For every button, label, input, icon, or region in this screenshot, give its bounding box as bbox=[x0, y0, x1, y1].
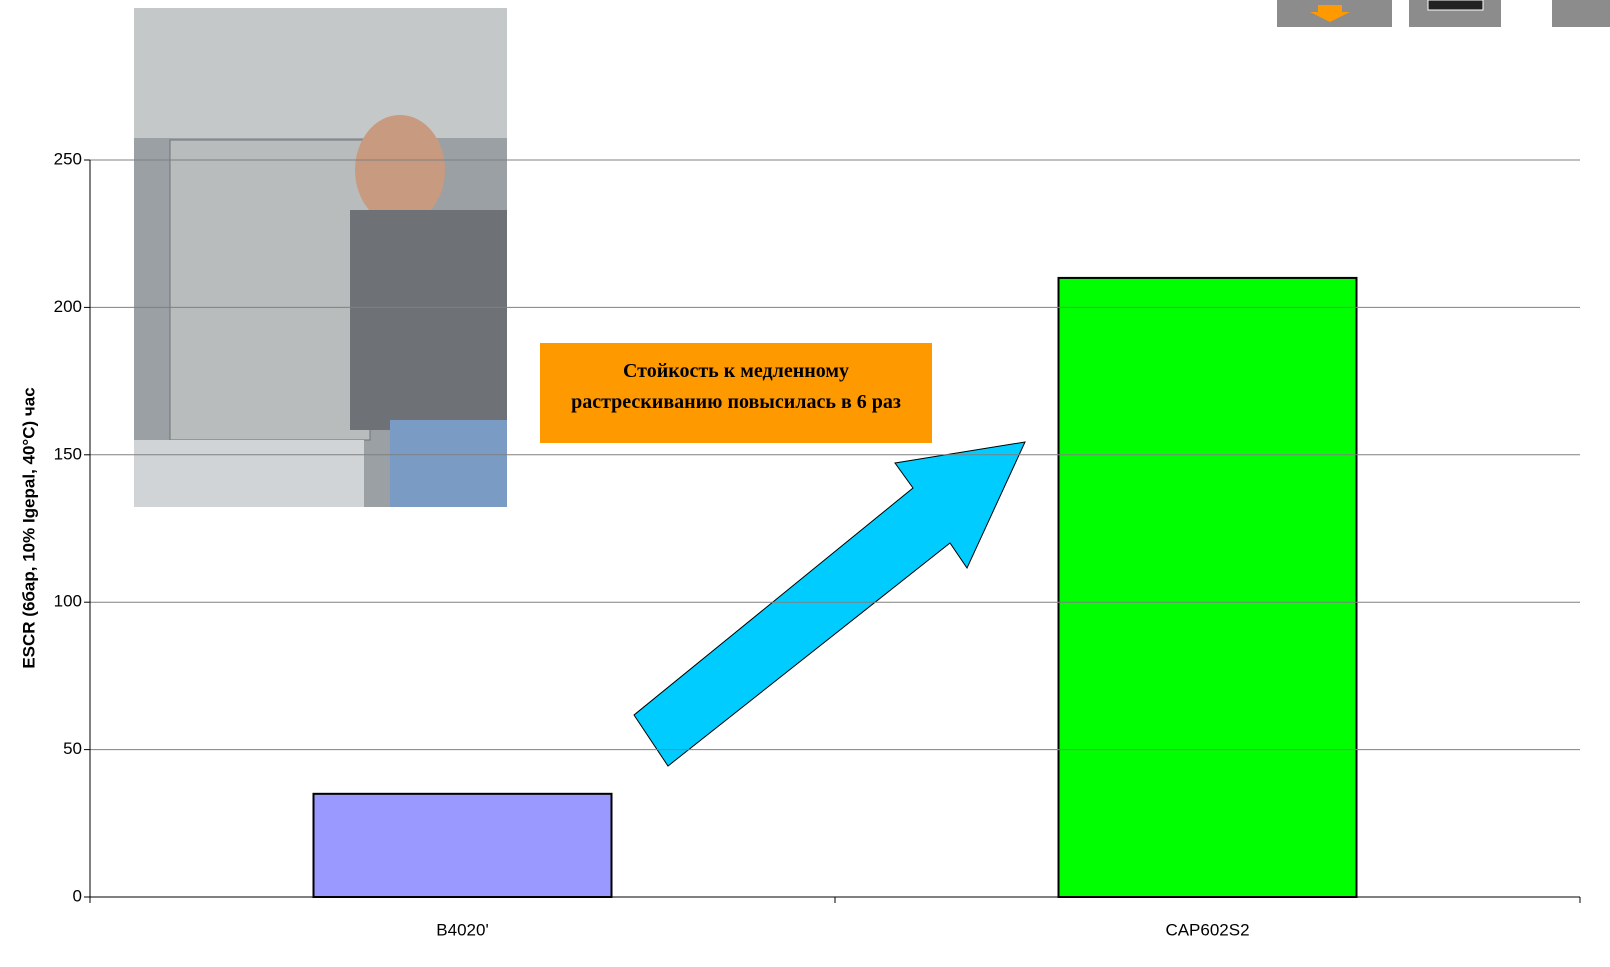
photo bbox=[134, 8, 507, 507]
photo-person-legs bbox=[390, 420, 507, 507]
photo-ceiling bbox=[134, 8, 507, 138]
y-tick-label: 150 bbox=[54, 444, 82, 463]
bar bbox=[1057, 276, 1358, 899]
toolbar-button[interactable] bbox=[1552, 0, 1610, 27]
y-tick-label: 250 bbox=[54, 149, 82, 168]
photo-person-head bbox=[355, 115, 445, 225]
toolbar bbox=[1277, 0, 1610, 27]
photo-person-body bbox=[350, 210, 507, 430]
toolbar-icon bbox=[1427, 0, 1484, 11]
y-tick-label: 100 bbox=[54, 592, 82, 611]
photo-base bbox=[134, 440, 364, 507]
x-tick-label: CAP602S2 bbox=[1165, 920, 1249, 939]
annotation: Стойкость к медленному растрескиванию по… bbox=[540, 343, 932, 443]
arrow bbox=[633, 441, 1026, 767]
y-tick-label: 200 bbox=[54, 297, 82, 316]
toolbar-icon bbox=[1310, 5, 1350, 22]
y-axis-label: ESCR (6бар, 10% Igepal, 40°C) час bbox=[19, 387, 38, 668]
x-tick-label: B4020' bbox=[436, 920, 488, 939]
bar bbox=[312, 792, 613, 899]
y-tick-label: 50 bbox=[63, 739, 82, 758]
photo-machine bbox=[169, 139, 371, 441]
y-tick-label: 0 bbox=[73, 886, 82, 905]
